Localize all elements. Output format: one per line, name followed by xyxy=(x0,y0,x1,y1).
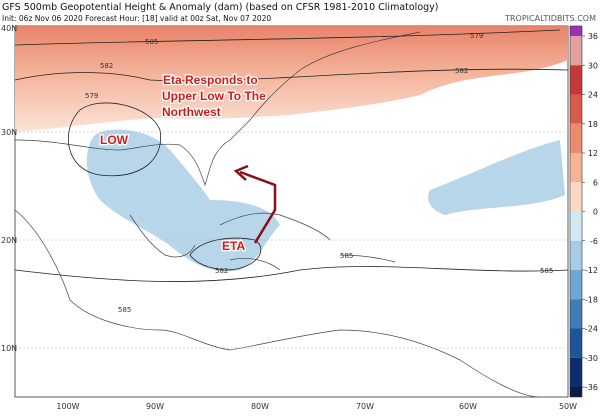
colorbar-segment xyxy=(570,240,582,270)
colorbar-segment xyxy=(570,65,582,95)
contour-label: 582 xyxy=(100,62,113,70)
colorbar-cap xyxy=(570,387,582,397)
labels: 40N 30N 20N 10N 100W 90W 80W 70W 60W 50W 585 579 582… xyxy=(1,24,577,411)
cold-anomaly xyxy=(86,129,281,272)
height-contours xyxy=(14,29,569,282)
colorbar-segment xyxy=(570,211,582,241)
colorbar-label: 18 xyxy=(588,120,598,129)
colorbar-label: 0 xyxy=(593,208,598,217)
colorbar-label: -24 xyxy=(585,325,598,334)
lon-label: 70W xyxy=(356,402,374,411)
contour-label: 585 xyxy=(340,252,353,260)
lat-lon-grid xyxy=(15,131,568,349)
colorbar: 36 30 24 18 12 6 0 -6 -12 -18 -24 -30 -36 xyxy=(569,25,598,398)
colorbar-segment xyxy=(570,36,582,66)
colorbar-label: -18 xyxy=(585,295,598,304)
annotation: Upper Low To The xyxy=(162,89,266,103)
colorbar-label: -36 xyxy=(585,383,598,392)
colorbar-label: -30 xyxy=(585,354,598,363)
cold-anomaly xyxy=(428,140,565,215)
storm-track-arrow xyxy=(233,164,277,244)
colorbar-label: -12 xyxy=(585,266,598,275)
colorbar-label: 30 xyxy=(588,61,598,70)
annotation: Eta Responds to xyxy=(163,73,258,87)
colorbar-segment xyxy=(570,182,582,212)
contour-label: 579 xyxy=(470,32,483,40)
low-label: LOW xyxy=(100,133,129,147)
contour-label: 579 xyxy=(85,92,98,100)
colorbar-segment xyxy=(570,299,582,329)
colorbar-label: 36 xyxy=(588,32,598,41)
colorbar-cap xyxy=(570,26,582,36)
lon-label: 60W xyxy=(459,402,477,411)
lon-label: 90W xyxy=(146,402,164,411)
source: TROPICALTIDBITS.COM xyxy=(504,14,596,23)
colorbar-label: 12 xyxy=(588,149,598,158)
colorbar-segment xyxy=(570,153,582,183)
colorbar-segment xyxy=(570,123,582,153)
colorbar-label: 24 xyxy=(588,91,598,100)
lon-label: 100W xyxy=(56,402,79,411)
contour-label: 585 xyxy=(145,38,158,46)
colorbar-label: 6 xyxy=(593,178,598,187)
colorbar-segment xyxy=(570,357,582,387)
lat-label: 20N xyxy=(1,236,17,245)
subtitle: Init: 06z Nov 06 2020 Forecast Hour: [18… xyxy=(2,14,271,23)
colorbar-segment xyxy=(570,94,582,124)
map-area xyxy=(14,25,569,398)
storm-label: ETA xyxy=(222,239,245,253)
contour-label: 585 xyxy=(118,306,131,314)
coastlines xyxy=(14,31,541,398)
colorbar-label: -6 xyxy=(590,237,598,246)
lat-label: 30N xyxy=(1,128,17,137)
lat-label: 10N xyxy=(1,344,17,353)
colorbar-frame xyxy=(569,25,583,398)
contour-label: 582 xyxy=(215,267,228,275)
title: GFS 500mb Geopotential Height & Anomaly … xyxy=(2,2,439,13)
colorbar-segment xyxy=(570,270,582,300)
lon-label: 80W xyxy=(251,402,269,411)
warm-anomaly xyxy=(15,26,568,132)
lon-label: 50W xyxy=(559,402,577,411)
annotation: Northwest xyxy=(162,105,221,119)
lat-label: 40N xyxy=(1,24,17,33)
contour-label: 585 xyxy=(540,267,553,275)
colorbar-segment xyxy=(570,328,582,358)
contour-label: 582 xyxy=(455,67,468,75)
